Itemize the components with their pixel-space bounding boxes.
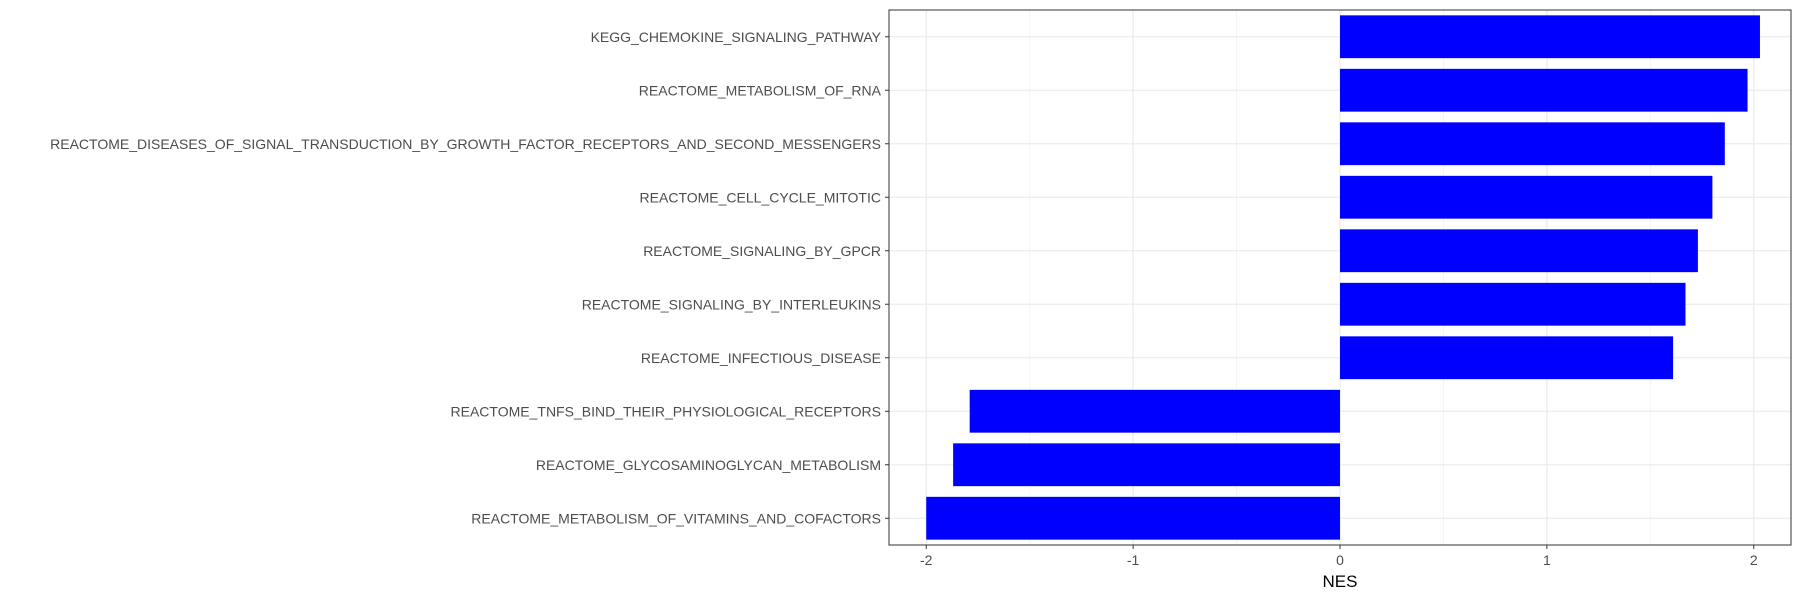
bar [953,443,1340,487]
category-label: REACTOME_INFECTIOUS_DISEASE [641,350,881,366]
category-label: REACTOME_METABOLISM_OF_RNA [639,82,882,98]
category-label: REACTOME_METABOLISM_OF_VITAMINS_AND_COFA… [471,510,881,526]
x-tick-label: 0 [1336,552,1344,568]
x-tick-label: 2 [1750,552,1758,568]
bar [969,389,1340,433]
bar [1340,175,1713,219]
bar [926,496,1340,540]
category-label: REACTOME_DISEASES_OF_SIGNAL_TRANSDUCTION… [50,136,881,152]
bar [1340,122,1725,166]
x-tick-label: -2 [920,552,933,568]
category-label: REACTOME_TNFS_BIND_THEIR_PHYSIOLOGICAL_R… [451,403,881,419]
category-label: REACTOME_SIGNALING_BY_INTERLEUKINS [582,296,881,312]
bar [1340,282,1686,326]
category-label: REACTOME_CELL_CYCLE_MITOTIC [640,189,881,205]
category-label: REACTOME_GLYCOSAMINOGLYCAN_METABOLISM [536,457,881,473]
bar [1340,229,1698,273]
x-tick-label: -1 [1127,552,1140,568]
x-axis-title: NES [1323,572,1358,591]
y-axis-ticks [885,36,889,519]
category-labels: KEGG_CHEMOKINE_SIGNALING_PATHWAY REACTOME… [50,29,882,527]
bar [1340,68,1748,112]
category-label: REACTOME_SIGNALING_BY_GPCR [643,243,881,259]
bars [926,15,1760,540]
x-tick-label: 1 [1543,552,1551,568]
bar [1340,15,1760,59]
category-label: KEGG_CHEMOKINE_SIGNALING_PATHWAY [591,29,882,45]
bar [1340,336,1674,380]
x-axis-ticks: -2 -1 0 1 2 [920,545,1758,568]
